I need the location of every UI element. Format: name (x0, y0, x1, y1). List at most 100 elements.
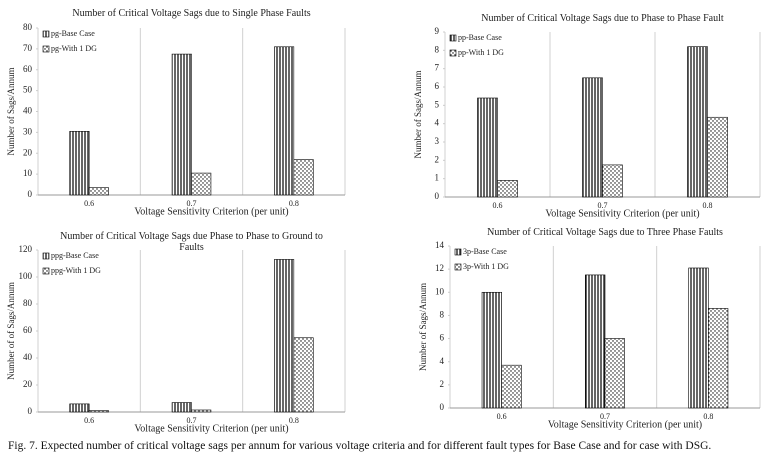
bar (585, 274, 606, 409)
bar (69, 403, 90, 413)
y-tick-label: 0 (28, 189, 33, 199)
y-tick-label: 40 (23, 352, 33, 362)
x-tick-label: 0.7 (187, 416, 197, 425)
y-axis-label: Number of Sags/Annum (6, 68, 16, 156)
y-tick-label: 4 (440, 356, 445, 366)
y-tick-label: 120 (19, 244, 33, 254)
bar (171, 402, 192, 413)
bar (687, 46, 708, 198)
x-axis-label: Voltage Sensitivity Criterion (per unit) (134, 423, 288, 434)
y-tick-label: 70 (23, 43, 33, 53)
legend-label: 3p-With 1 DG (463, 262, 509, 271)
bar (708, 308, 729, 409)
y-tick-label: 14 (435, 240, 445, 250)
caption: Fig. 7. Expected number of critical volt… (8, 440, 712, 452)
y-tick-label: 10 (435, 286, 445, 296)
y-tick-label: 0 (435, 191, 440, 201)
bar (191, 409, 212, 413)
y-tick-label: 3 (435, 136, 440, 146)
bar (88, 187, 109, 196)
legend-label: 3p-Base Case (463, 247, 507, 256)
x-axis-label: Voltage Sensitivity Criterion (per unit) (134, 206, 288, 217)
bar (69, 131, 90, 196)
y-tick-label: 9 (435, 26, 440, 36)
y-tick-label: 8 (435, 44, 440, 54)
bar (688, 267, 709, 409)
y-tick-label: 2 (440, 379, 445, 389)
y-tick-label: 60 (23, 64, 33, 74)
y-tick-label: 6 (435, 81, 440, 91)
bar (293, 337, 314, 413)
y-axis-label: Number of Sags/Annum (413, 71, 423, 159)
y-tick-label: 0 (440, 402, 445, 412)
y-tick-label: 100 (19, 271, 33, 281)
chart-title: Number of Critical Voltage Sags due to P… (481, 13, 724, 24)
x-tick-label: 0.8 (703, 412, 713, 421)
x-tick-label: 0.8 (289, 416, 299, 425)
bar (171, 53, 192, 196)
legend-label: pg-With 1 DG (51, 44, 97, 53)
y-tick-label: 80 (23, 298, 33, 308)
y-tick-label: 40 (23, 106, 33, 116)
y-tick-label: 20 (23, 379, 33, 389)
y-tick-label: 2 (435, 154, 440, 164)
legend-swatch (42, 45, 50, 53)
bar (274, 259, 295, 413)
legend-swatch (454, 248, 462, 256)
bar (602, 164, 623, 198)
y-tick-label: 1 (435, 173, 440, 183)
y-tick-label: 7 (435, 63, 440, 73)
chart-title: Number of Critical Voltage Sags due Phas… (60, 231, 323, 253)
x-tick-label: 0.6 (497, 412, 507, 421)
x-tick-label: 0.8 (703, 201, 713, 210)
chart-title: Number of Critical Voltage Sags due to T… (487, 227, 723, 238)
bar (191, 172, 212, 196)
y-tick-label: 60 (23, 325, 33, 335)
x-tick-label: 0.6 (84, 199, 94, 208)
y-tick-label: 5 (435, 99, 440, 109)
y-tick-label: 12 (435, 263, 444, 273)
x-tick-label: 0.7 (598, 201, 608, 210)
y-axis-label: Number of of Sags/Annum (6, 282, 16, 380)
y-tick-label: 6 (440, 333, 445, 343)
bar (497, 180, 518, 198)
y-tick-label: 8 (440, 309, 445, 319)
legend-swatch (42, 252, 50, 260)
bar (481, 291, 502, 409)
bar (88, 410, 109, 413)
y-tick-label: 50 (23, 85, 33, 95)
legend-swatch (454, 263, 462, 271)
y-tick-label: 20 (23, 147, 33, 157)
legend-label: pg-Base Case (51, 29, 95, 38)
y-tick-label: 10 (23, 168, 33, 178)
x-axis-label: Voltage Sensitivity Criterion (per unit) (548, 419, 702, 430)
legend-swatch (42, 267, 50, 275)
y-tick-label: 0 (28, 406, 33, 416)
x-tick-label: 0.8 (289, 199, 299, 208)
legend-swatch (449, 49, 457, 57)
y-tick-label: 4 (435, 118, 440, 128)
x-tick-label: 0.7 (187, 199, 197, 208)
legend-label: pp-With 1 DG (458, 48, 504, 57)
bar (582, 77, 603, 198)
chart-title: Number of Critical Voltage Sags due to S… (72, 8, 311, 19)
legend-label: ppg-With 1 DG (51, 266, 101, 275)
bar (274, 46, 295, 196)
bar (707, 116, 728, 198)
x-tick-label: 0.6 (493, 201, 503, 210)
bar (501, 364, 522, 409)
bar (604, 338, 625, 409)
y-axis-label: Number of Sags/Annum (418, 283, 428, 371)
legend-label: pp-Base Case (458, 33, 502, 42)
legend-swatch (449, 34, 457, 42)
y-tick-label: 80 (23, 22, 33, 32)
legend-swatch (42, 30, 50, 38)
y-tick-label: 30 (23, 126, 33, 136)
legend-label: ppg-Base Case (51, 251, 99, 260)
bar (477, 97, 498, 198)
x-tick-label: 0.6 (84, 416, 94, 425)
x-axis-label: Voltage Sensitivity Criterion (per unit) (545, 208, 699, 219)
bar (293, 159, 314, 196)
